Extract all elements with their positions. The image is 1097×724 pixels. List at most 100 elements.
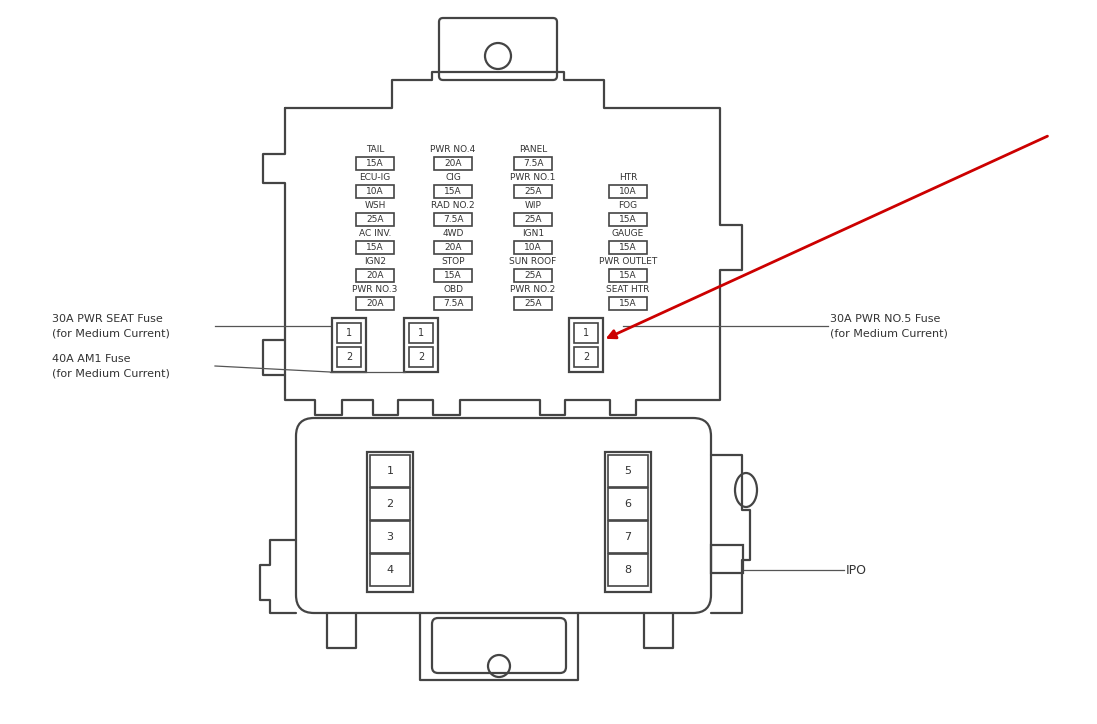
Bar xyxy=(609,213,647,226)
Text: 10A: 10A xyxy=(366,187,384,196)
Bar xyxy=(606,452,651,592)
Bar xyxy=(357,241,394,254)
Text: 1: 1 xyxy=(583,328,589,338)
Bar xyxy=(514,185,552,198)
Bar xyxy=(609,297,647,310)
Text: WIP: WIP xyxy=(524,201,542,211)
Text: 2: 2 xyxy=(583,352,589,362)
Text: 15A: 15A xyxy=(619,243,637,252)
Text: 15A: 15A xyxy=(619,271,637,280)
Text: 2: 2 xyxy=(346,352,352,362)
Text: 15A: 15A xyxy=(619,215,637,224)
Text: CIG: CIG xyxy=(445,174,461,182)
Text: 7.5A: 7.5A xyxy=(443,299,463,308)
Bar xyxy=(609,241,647,254)
Bar xyxy=(357,157,394,170)
Text: 4: 4 xyxy=(386,565,394,575)
Text: AC INV.: AC INV. xyxy=(359,230,392,238)
Bar xyxy=(370,455,410,487)
Text: 15A: 15A xyxy=(444,271,462,280)
Bar xyxy=(434,269,472,282)
Bar xyxy=(711,545,743,573)
Bar xyxy=(404,318,438,372)
Bar xyxy=(608,521,648,553)
Text: SUN ROOF: SUN ROOF xyxy=(509,258,556,266)
Text: 25A: 25A xyxy=(524,187,542,196)
Bar xyxy=(357,297,394,310)
Bar xyxy=(434,185,472,198)
Text: GAUGE: GAUGE xyxy=(612,230,644,238)
Text: 30A PWR SEAT Fuse
(for Medium Current): 30A PWR SEAT Fuse (for Medium Current) xyxy=(52,314,170,338)
Bar xyxy=(609,269,647,282)
Bar xyxy=(370,521,410,553)
Text: 2: 2 xyxy=(386,499,394,509)
Text: 3: 3 xyxy=(386,532,394,542)
Text: 15A: 15A xyxy=(444,187,462,196)
Bar xyxy=(514,241,552,254)
Text: 10A: 10A xyxy=(524,243,542,252)
Text: PANEL: PANEL xyxy=(519,146,547,154)
Text: 10A: 10A xyxy=(619,187,637,196)
Text: 7.5A: 7.5A xyxy=(443,215,463,224)
Bar xyxy=(409,323,433,343)
Text: STOP: STOP xyxy=(441,258,465,266)
Text: IGN1: IGN1 xyxy=(522,230,544,238)
Bar xyxy=(337,347,361,367)
Text: 25A: 25A xyxy=(524,215,542,224)
Text: 25A: 25A xyxy=(524,299,542,308)
Text: 20A: 20A xyxy=(444,159,462,168)
Text: 7: 7 xyxy=(624,532,632,542)
Bar xyxy=(569,318,603,372)
Bar xyxy=(370,488,410,520)
Text: PWR OUTLET: PWR OUTLET xyxy=(599,258,657,266)
Bar xyxy=(574,347,598,367)
Bar xyxy=(370,554,410,586)
Bar xyxy=(608,455,648,487)
Text: 30A PWR NO.5 Fuse
(for Medium Current): 30A PWR NO.5 Fuse (for Medium Current) xyxy=(830,314,948,338)
Text: PWR NO.4: PWR NO.4 xyxy=(430,146,476,154)
Text: OBD: OBD xyxy=(443,285,463,295)
Bar xyxy=(514,297,552,310)
Text: 20A: 20A xyxy=(366,271,384,280)
Bar xyxy=(332,318,366,372)
Bar xyxy=(514,157,552,170)
Text: TAIL: TAIL xyxy=(365,146,384,154)
Text: 4WD: 4WD xyxy=(442,230,464,238)
Bar xyxy=(574,323,598,343)
Bar xyxy=(434,213,472,226)
Bar xyxy=(434,297,472,310)
Text: 2: 2 xyxy=(418,352,425,362)
Text: 15A: 15A xyxy=(619,299,637,308)
Text: 25A: 25A xyxy=(366,215,384,224)
Text: IPO: IPO xyxy=(846,563,867,576)
Text: PWR NO.2: PWR NO.2 xyxy=(510,285,555,295)
Text: 15A: 15A xyxy=(366,159,384,168)
Bar xyxy=(337,323,361,343)
Bar xyxy=(608,488,648,520)
Text: PWR NO.1: PWR NO.1 xyxy=(510,174,556,182)
Text: 15A: 15A xyxy=(366,243,384,252)
Text: HTR: HTR xyxy=(619,174,637,182)
Text: SEAT HTR: SEAT HTR xyxy=(607,285,649,295)
Bar xyxy=(357,213,394,226)
Text: 8: 8 xyxy=(624,565,632,575)
Text: 1: 1 xyxy=(346,328,352,338)
Text: RAD NO.2: RAD NO.2 xyxy=(431,201,475,211)
Text: 1: 1 xyxy=(418,328,425,338)
Bar xyxy=(514,269,552,282)
Text: PWR NO.3: PWR NO.3 xyxy=(352,285,398,295)
Bar xyxy=(357,269,394,282)
Text: 25A: 25A xyxy=(524,271,542,280)
Bar xyxy=(609,185,647,198)
Text: WSH: WSH xyxy=(364,201,386,211)
Bar xyxy=(434,157,472,170)
Bar xyxy=(409,347,433,367)
Bar xyxy=(367,452,412,592)
Text: 20A: 20A xyxy=(366,299,384,308)
Bar xyxy=(357,185,394,198)
Text: FOG: FOG xyxy=(619,201,637,211)
Text: 6: 6 xyxy=(624,499,632,509)
Text: 1: 1 xyxy=(386,466,394,476)
Bar xyxy=(608,554,648,586)
Text: 20A: 20A xyxy=(444,243,462,252)
